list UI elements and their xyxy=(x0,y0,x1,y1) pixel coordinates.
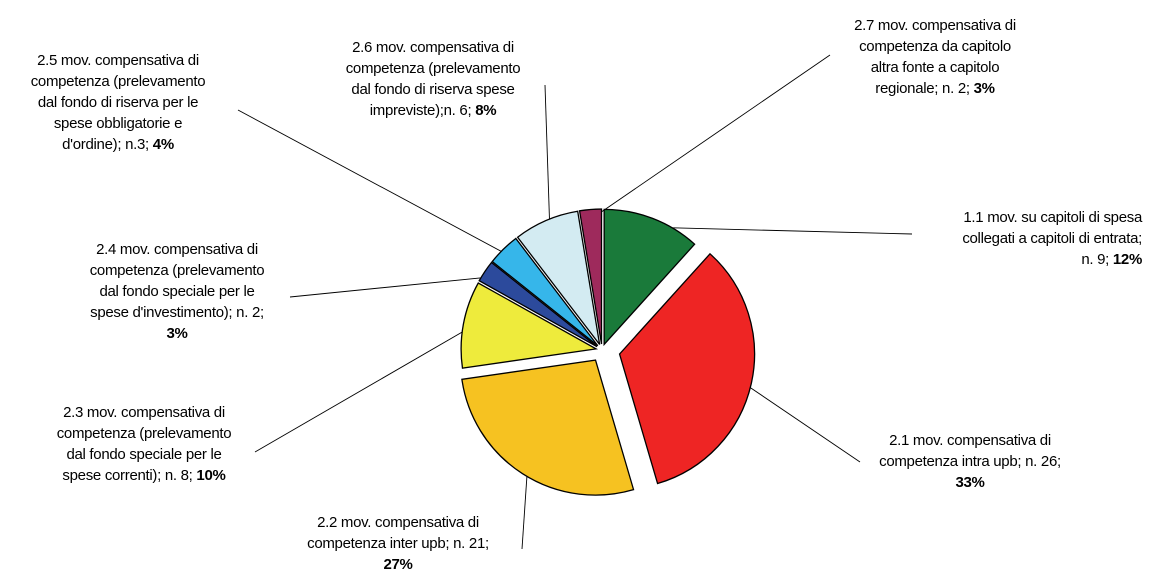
slice-label-line: 2.4 mov. compensativa di xyxy=(96,241,258,258)
slice-label-line: dal fondo speciale per le xyxy=(99,283,254,300)
slice-label-line: 2.2 mov. compensativa di xyxy=(317,514,479,531)
pie-slices xyxy=(460,208,756,496)
slice-percent-label: 3% xyxy=(166,325,187,342)
slice-label-2-3: 2.3 mov. compensativa di competenza (prel… xyxy=(57,404,232,484)
leader-line-2-6 xyxy=(544,84,551,230)
slice-label-2-2: 2.2 mov. compensativa di competenza inter… xyxy=(307,514,489,573)
slice-label-line: 1.1 mov. su capitoli di spesa xyxy=(963,209,1143,226)
leader-lines xyxy=(237,54,913,550)
slice-percent-label: 8% xyxy=(471,102,496,119)
slice-percent-label: 3% xyxy=(970,80,995,97)
slice-label-line: dal fondo di riserva per le xyxy=(38,94,198,111)
slice-label-line: dal fondo speciale per le xyxy=(66,446,221,463)
slice-label-line: competenza inter upb; n. 21; xyxy=(307,535,489,552)
slice-label-line: spese d'investimento); n. 2; xyxy=(90,304,264,321)
pie-slice-1-1 xyxy=(603,208,696,347)
slice-labels: 1.1 mov. su capitoli di spesa collegati a… xyxy=(31,17,1144,573)
pie-slice-2-4 xyxy=(478,261,598,348)
slice-label-line: 2.7 mov. compensativa di xyxy=(854,17,1016,34)
slice-label-line: competenza (prelevamento xyxy=(57,425,232,442)
slice-label-line: altra fonte a capitolo xyxy=(871,59,1000,76)
slice-label-2-6: 2.6 mov. compensativa di competenza (prel… xyxy=(346,39,521,119)
slice-percent-label: 12% xyxy=(1109,251,1142,268)
slice-label-line: d'ordine); n.3; xyxy=(62,136,149,153)
slice-label-line: 2.6 mov. compensativa di xyxy=(352,39,514,56)
slice-label-2-7: 2.7 mov. compensativa di competenza da ca… xyxy=(854,17,1016,97)
pie-slice-2-1 xyxy=(618,252,756,485)
pie-slice-2-5 xyxy=(491,237,599,347)
leader-line-1-1 xyxy=(649,226,913,235)
slice-label-line: spese obbligatorie e xyxy=(54,115,182,132)
pie-slice-2-6 xyxy=(516,210,601,345)
slice-label-line: competenza (prelevamento xyxy=(31,73,206,90)
slice-label-line: 2.3 mov. compensativa di xyxy=(63,404,225,421)
slice-percent-label: 27% xyxy=(383,556,412,573)
slice-label-2-1: 2.1 mov. compensativa di competenza intra… xyxy=(879,432,1061,491)
slice-label-line: competenza (prelevamento xyxy=(90,262,265,279)
slice-label-line: competenza da capitolo xyxy=(859,38,1011,55)
slice-label-line: competenza (prelevamento xyxy=(346,60,521,77)
slice-percent-label: 4% xyxy=(149,136,174,153)
slice-label-1-1: 1.1 mov. su capitoli di spesa collegati a… xyxy=(962,209,1143,268)
slice-label-line: impreviste);n. 6; xyxy=(370,102,472,119)
slice-label-line: regionale; n. 2; xyxy=(875,80,969,97)
leader-line-2-3 xyxy=(254,325,473,453)
slice-label-line: 2.5 mov. compensativa di xyxy=(37,52,199,69)
slice-percent-label: 10% xyxy=(193,467,226,484)
pie-slice-2-7 xyxy=(578,208,603,345)
leader-line-2-4 xyxy=(289,276,493,298)
slice-label-line: collegati a capitoli di entrata; xyxy=(962,230,1142,247)
slice-label-2-4: 2.4 mov. compensativa di competenza (prel… xyxy=(90,241,265,342)
slice-label-line: spese correnti); n. 8; xyxy=(62,467,192,484)
pie-slice-2-2 xyxy=(461,359,635,496)
leader-line-2-2 xyxy=(521,465,529,550)
slice-label-line: 2.1 mov. compensativa di xyxy=(889,432,1051,449)
slice-label-2-5: 2.5 mov. compensativa di competenza (prel… xyxy=(31,52,206,153)
leader-line-2-1 xyxy=(741,381,861,463)
leader-line-2-7 xyxy=(591,54,831,220)
slice-label-line: competenza intra upb; n. 26; xyxy=(879,453,1061,470)
slice-percent-label: 33% xyxy=(955,474,984,491)
leader-line-2-5 xyxy=(237,109,511,257)
slice-label-line: dal fondo di riserva spese xyxy=(351,81,514,98)
pie-slice-2-3 xyxy=(460,282,599,369)
slice-label-line: n. 9; xyxy=(1081,251,1109,268)
